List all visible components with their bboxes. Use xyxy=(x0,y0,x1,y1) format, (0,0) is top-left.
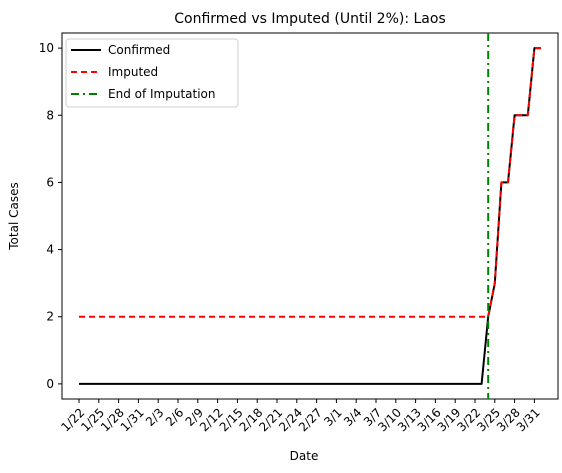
y-axis-label: Total Cases xyxy=(7,182,21,250)
legend-box xyxy=(65,38,239,108)
series-line-confirmed xyxy=(79,47,541,385)
legend-label-end-of-imputation: End of Imputation xyxy=(108,87,216,101)
legend-label-confirmed: Confirmed xyxy=(108,43,170,57)
y-tick-label: 10 xyxy=(39,41,54,55)
x-tick-label: 3/31 xyxy=(514,405,543,434)
y-tick-label: 2 xyxy=(46,310,54,324)
y-tick-label: 8 xyxy=(46,108,54,122)
x-tick-label: 2/3 xyxy=(143,405,167,429)
x-axis-label: Date xyxy=(290,449,319,463)
series-layer xyxy=(79,47,541,385)
legend-label-imputed: Imputed xyxy=(108,65,158,79)
x-tick-label: 1/31 xyxy=(118,405,147,434)
x-tick-label: 2/6 xyxy=(163,405,187,429)
y-axis-ticks: 0 2 4 6 8 10 xyxy=(39,41,62,391)
series-line-imputed xyxy=(79,47,541,318)
legend: Confirmed Imputed End of Imputation xyxy=(65,38,239,108)
plot-area-frame xyxy=(61,32,559,400)
chart-title: Confirmed vs Imputed (Until 2%): Laos xyxy=(174,11,446,27)
x-tick-label: 3/1 xyxy=(321,405,345,429)
y-tick-label: 0 xyxy=(46,377,54,391)
y-tick-label: 4 xyxy=(46,243,54,257)
y-tick-label: 6 xyxy=(46,175,54,189)
x-axis-ticks: 1/221/251/281/312/32/62/92/122/152/182/2… xyxy=(58,399,543,434)
x-tick-label: 2/27 xyxy=(296,405,325,434)
x-tick-label: 3/4 xyxy=(341,405,365,429)
